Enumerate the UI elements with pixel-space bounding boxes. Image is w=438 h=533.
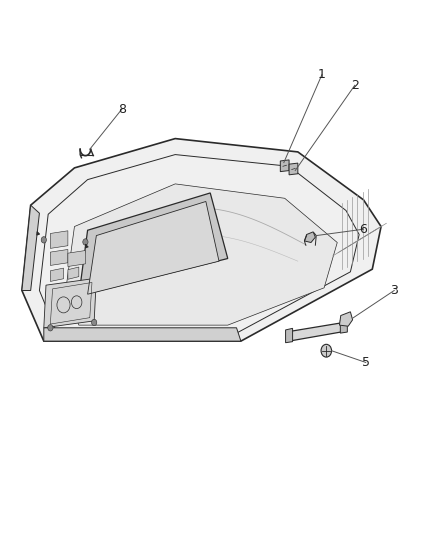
Circle shape [92, 319, 97, 326]
Polygon shape [280, 160, 289, 172]
Polygon shape [340, 319, 347, 333]
Circle shape [48, 325, 53, 331]
Text: 1: 1 [318, 68, 326, 81]
Text: 5: 5 [362, 356, 370, 369]
Polygon shape [22, 139, 381, 341]
Polygon shape [304, 232, 315, 243]
Text: 3: 3 [390, 284, 398, 297]
Circle shape [321, 344, 332, 357]
Text: 6: 6 [360, 223, 367, 236]
Polygon shape [88, 201, 219, 294]
Polygon shape [44, 328, 241, 341]
Circle shape [41, 237, 46, 243]
Text: 2: 2 [351, 79, 359, 92]
Polygon shape [44, 278, 96, 328]
Polygon shape [50, 231, 68, 248]
Polygon shape [289, 322, 344, 341]
Polygon shape [68, 267, 79, 279]
Circle shape [83, 239, 88, 245]
Polygon shape [286, 328, 293, 343]
Polygon shape [79, 193, 228, 296]
Polygon shape [50, 249, 68, 265]
Polygon shape [289, 163, 298, 175]
Polygon shape [22, 205, 39, 290]
Polygon shape [339, 312, 353, 326]
Polygon shape [66, 184, 337, 325]
Polygon shape [50, 268, 64, 281]
Polygon shape [68, 251, 85, 266]
Text: 8: 8 [118, 103, 126, 116]
